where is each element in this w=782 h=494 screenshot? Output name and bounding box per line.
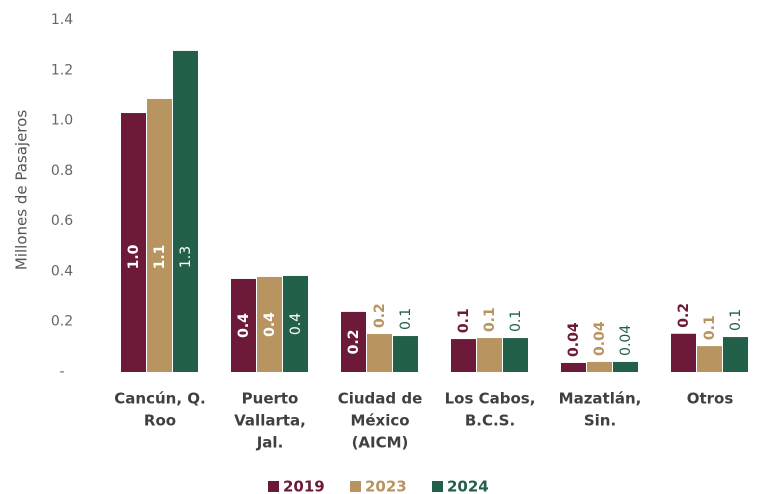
value-label: 0.2 — [346, 330, 362, 355]
bar — [257, 276, 282, 372]
x-tick-label: México — [350, 412, 409, 430]
x-tick-label: Puerto — [242, 390, 299, 408]
y-tick-label: 0.4 — [51, 263, 73, 279]
bar — [367, 334, 392, 372]
value-label: 0.4 — [236, 313, 252, 338]
value-label: 0.2 — [676, 303, 692, 328]
bar — [173, 50, 198, 372]
y-tick-label: 0.6 — [51, 213, 73, 229]
x-tick-label: Vallarta, — [234, 412, 306, 430]
value-label: 0.4 — [262, 312, 278, 337]
legend-swatch — [350, 481, 361, 492]
x-tick-label: (AICM) — [352, 434, 409, 452]
bar — [587, 361, 612, 372]
value-label: 0.1 — [728, 309, 744, 331]
x-tick-label: Sin. — [584, 412, 616, 430]
value-label: 0.1 — [702, 315, 718, 340]
y-axis-label: Millones de Pasajeros — [13, 110, 31, 270]
x-tick-label: Jal. — [256, 434, 284, 452]
value-label: 0.1 — [482, 307, 498, 332]
value-label: 0.04 — [618, 325, 634, 356]
value-label: 0.4 — [288, 313, 304, 335]
value-label: 1.0 — [126, 244, 142, 269]
value-label: 1.1 — [152, 245, 168, 270]
value-label: 0.04 — [566, 322, 582, 357]
y-tick-label: 1.2 — [51, 62, 73, 78]
x-tick-label: Los Cabos, — [445, 390, 536, 408]
legend-swatch — [432, 481, 443, 492]
bar — [147, 98, 172, 372]
legend-swatch — [268, 481, 279, 492]
x-tick-label: Mazatlán, — [559, 390, 642, 408]
value-label: 0.1 — [398, 308, 414, 330]
bar — [613, 361, 638, 372]
bar — [231, 278, 256, 372]
bar — [393, 336, 418, 372]
bar — [477, 338, 502, 372]
bar — [671, 333, 696, 372]
bar — [451, 339, 476, 372]
y-tick-label: 0.8 — [51, 163, 73, 179]
bar — [341, 311, 366, 372]
bar — [723, 337, 748, 372]
x-tick-label: Otros — [687, 390, 734, 408]
bar — [697, 346, 722, 372]
x-tick-label: Roo — [144, 412, 176, 430]
y-tick-label: 1.0 — [51, 113, 73, 129]
x-tick-label: Cancún, Q. — [114, 390, 205, 408]
value-label: 0.04 — [592, 321, 608, 356]
legend-label: 2023 — [365, 478, 407, 494]
y-tick-label: 0.2 — [51, 314, 73, 330]
bar — [503, 338, 528, 372]
x-tick-label: B.C.S. — [465, 412, 515, 430]
x-tick-label: Ciudad de — [338, 390, 423, 408]
bar — [283, 275, 308, 372]
value-label: 1.3 — [178, 246, 194, 268]
value-label: 0.2 — [372, 303, 388, 328]
value-label: 0.1 — [508, 310, 524, 332]
legend-label: 2024 — [447, 478, 489, 494]
bar — [121, 113, 146, 373]
legend-label: 2019 — [283, 478, 325, 494]
y-tick-label: 1.4 — [51, 12, 73, 28]
y-tick-label: - — [59, 364, 64, 380]
value-label: 0.1 — [456, 308, 472, 333]
bar — [561, 362, 586, 372]
